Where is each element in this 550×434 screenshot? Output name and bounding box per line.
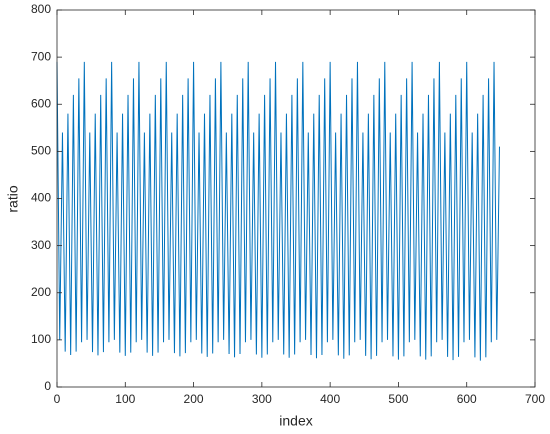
y-tick-label: 200 (31, 285, 51, 299)
x-tick-label: 300 (252, 392, 272, 406)
y-tick-label: 500 (31, 144, 51, 158)
x-tick-label: 400 (320, 392, 340, 406)
y-tick-label: 600 (31, 96, 51, 110)
x-tick-label: 0 (54, 392, 61, 406)
x-axis-label: index (279, 413, 312, 429)
line (56, 61, 500, 361)
y-tick-label: 100 (31, 332, 51, 346)
x-tick-label: 100 (115, 392, 135, 406)
y-tick-label: 0 (44, 379, 51, 393)
y-tick-label: 400 (31, 191, 51, 205)
x-tick-label: 500 (388, 392, 408, 406)
y-tick-label: 800 (31, 2, 51, 16)
y-tick-label: 700 (31, 49, 51, 63)
x-tick-label: 600 (457, 392, 477, 406)
y-tick-label: 300 (31, 238, 51, 252)
x-tick-label: 700 (525, 392, 545, 406)
y-axis-label: ratio (5, 185, 21, 212)
x-tick-label: 200 (184, 392, 204, 406)
